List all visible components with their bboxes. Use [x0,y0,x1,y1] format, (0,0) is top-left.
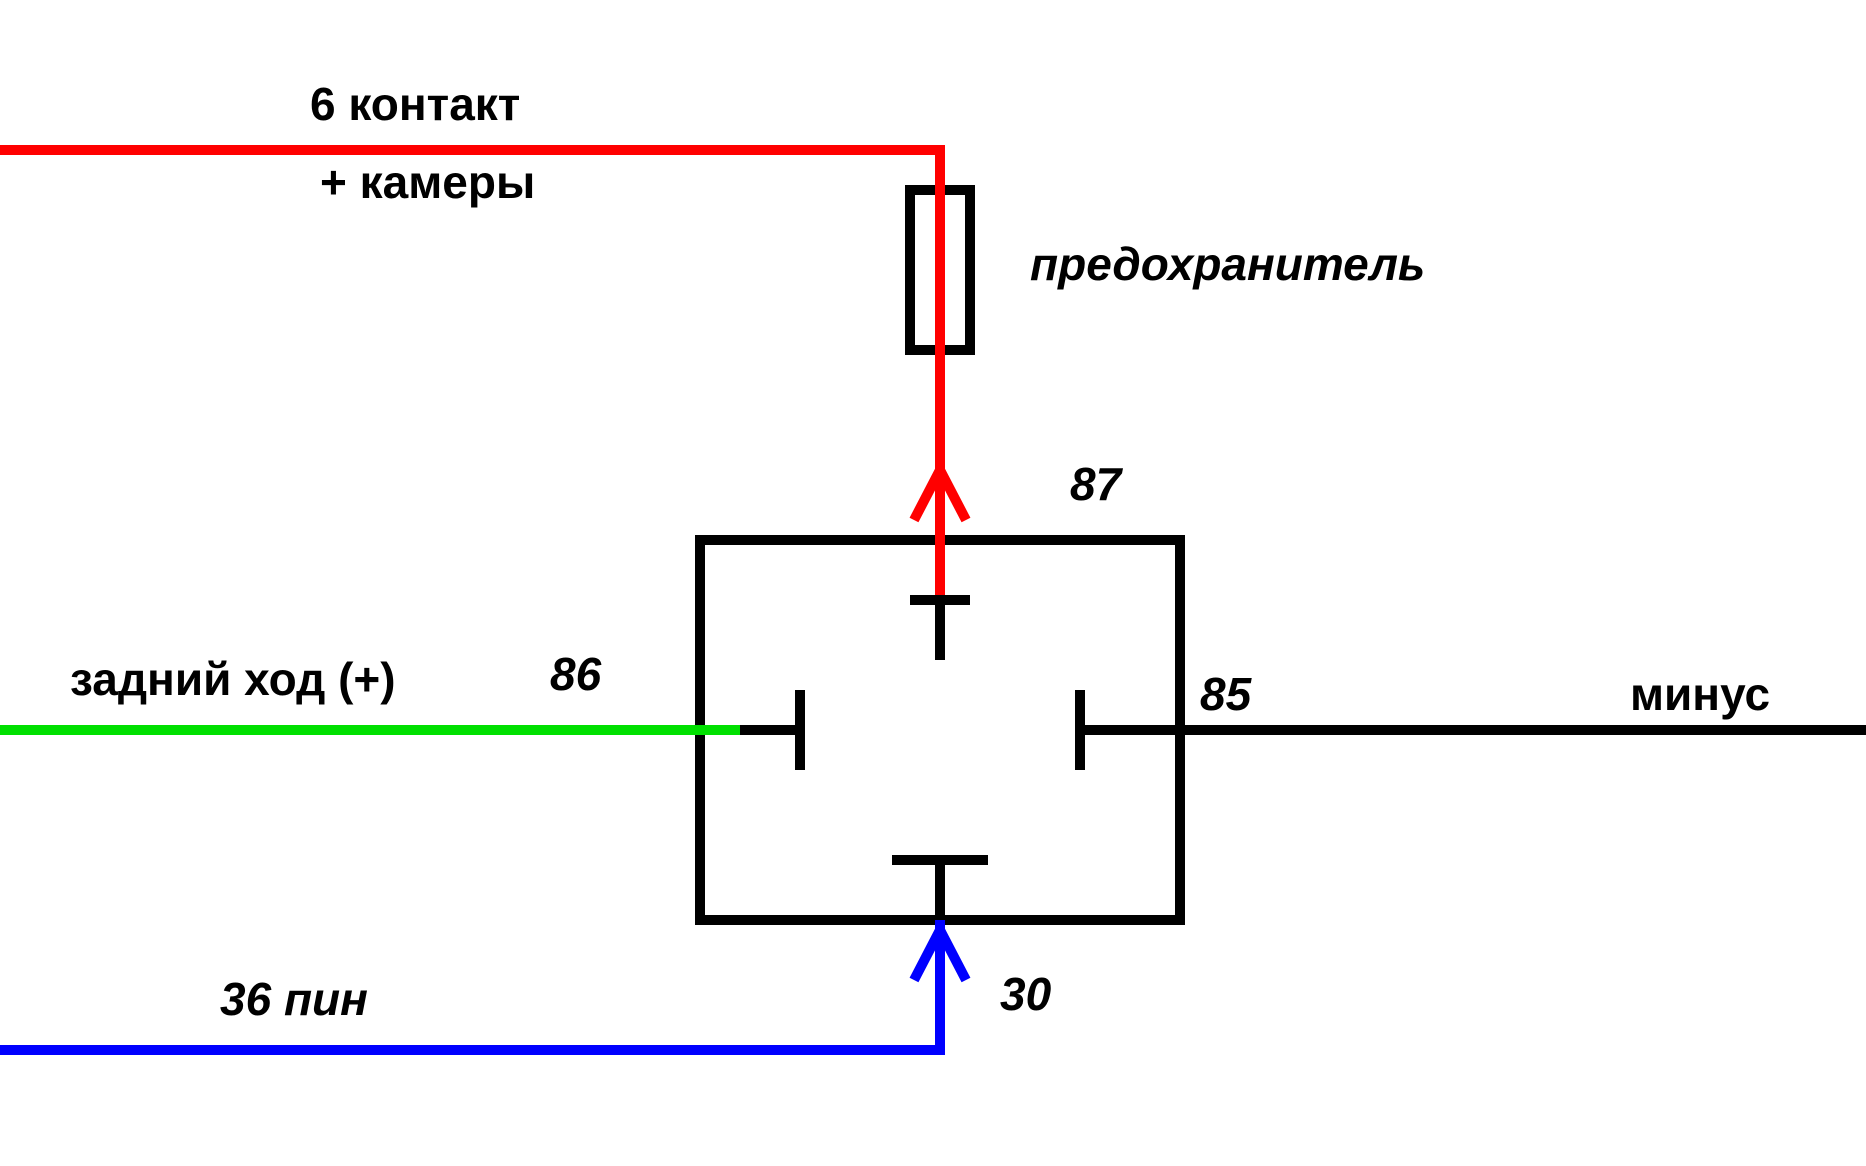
label-pin-87: 87 [1070,458,1124,510]
label-pin-30: 30 [1000,968,1052,1020]
pin-85-marker [1080,690,1140,770]
pin-30-marker [892,860,988,920]
wire-red-87-to-camera [0,150,940,660]
pin-86-marker [740,690,800,770]
relay-wiring-diagram: 6 контакт + камеры предохранитель 87 86 … [0,0,1866,1166]
label-fuse: предохранитель [1030,238,1425,290]
label-contact-6-line2: + камеры [320,156,535,208]
label-pin-86: 86 [550,648,602,700]
label-contact-6-line1: 6 контакт [310,78,520,130]
wire-blue-pin36-to-30 [0,870,940,1050]
pin-87-marker [910,600,970,660]
label-reverse: задний ход (+) [70,653,396,705]
label-minus: минус [1630,668,1770,720]
label-pin-36: 36 пин [220,973,368,1025]
label-pin-85: 85 [1200,668,1253,720]
